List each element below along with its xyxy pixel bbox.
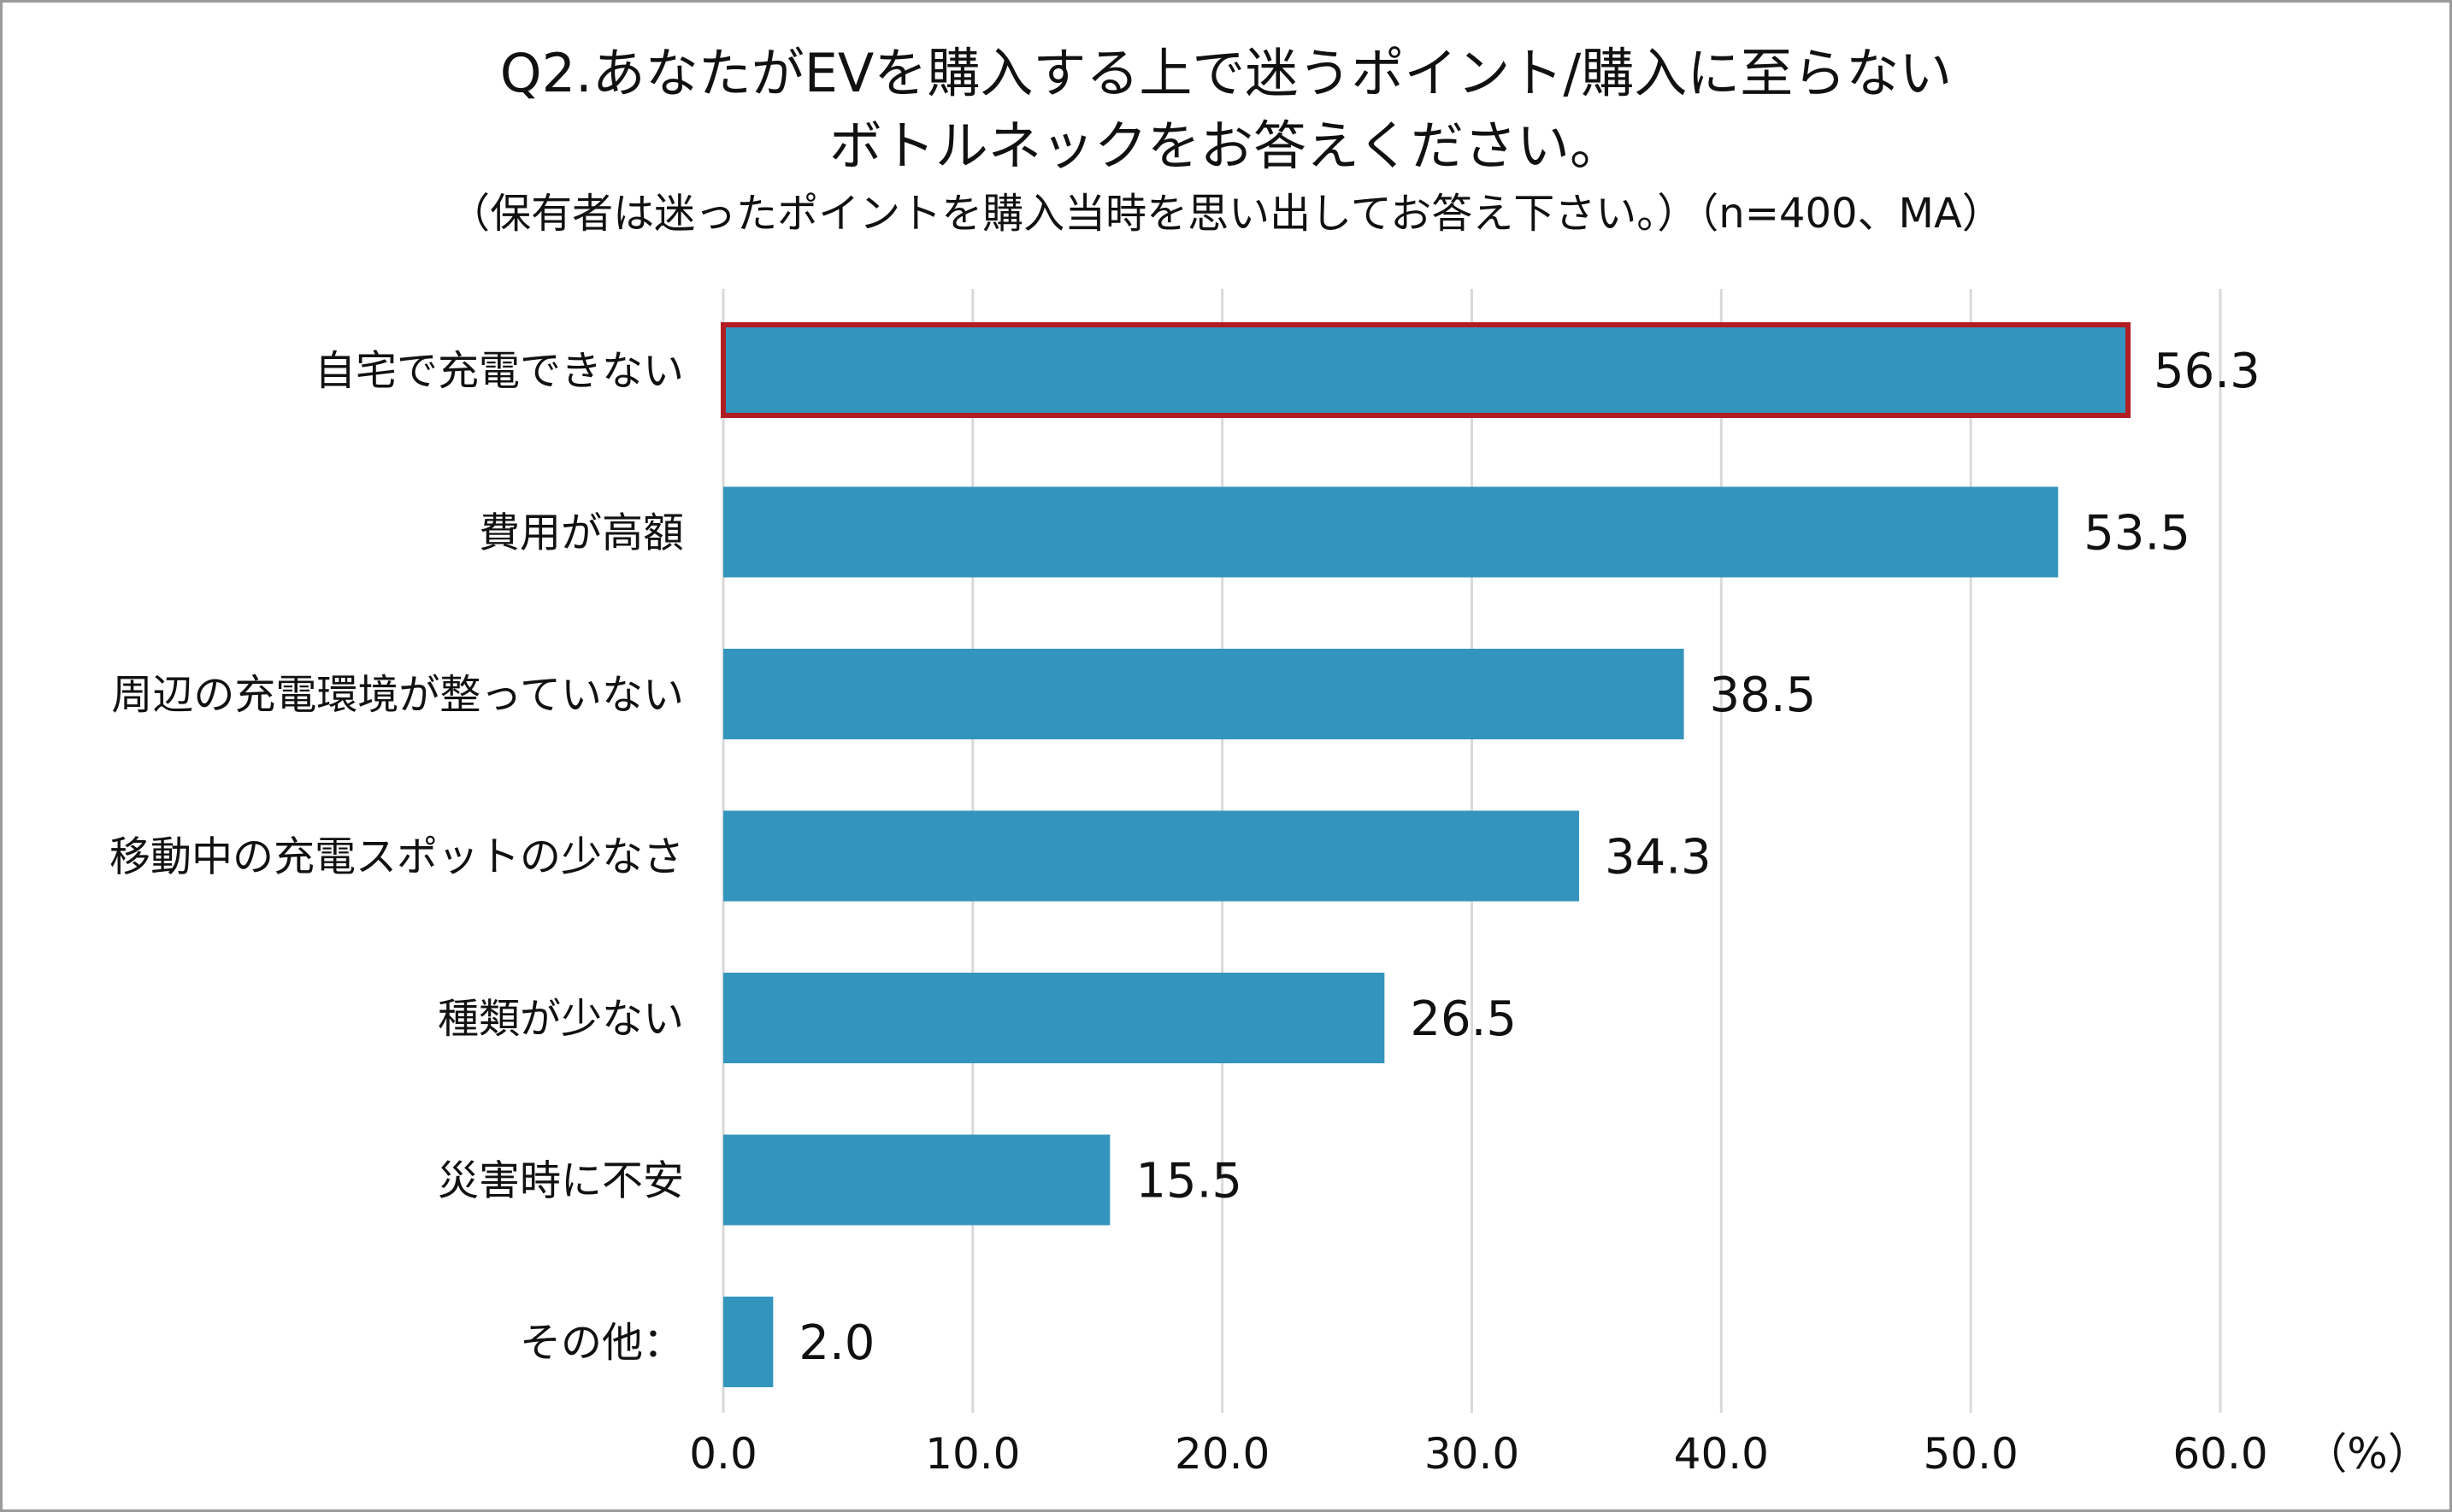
category-label: 種類が少ない: [438, 995, 684, 1043]
bar: [723, 649, 1684, 739]
value-label: 26.5: [1410, 991, 1517, 1047]
x-axis-unit: （%）: [2304, 1429, 2431, 1479]
x-tick-label: 60.0: [2172, 1429, 2267, 1479]
category-label: 周辺の充電環境が整っていない: [111, 671, 684, 719]
bar-highlighted: [721, 322, 2131, 418]
value-label: 2.0: [799, 1315, 875, 1371]
category-label: その他：: [520, 1319, 684, 1367]
chart-title-line-2: ボトルネックをお答えください。: [828, 115, 1624, 177]
value-label: 38.5: [1710, 668, 1817, 723]
x-tick-label: 10.0: [925, 1429, 1020, 1479]
bar: [723, 810, 1579, 902]
value-label: 15.5: [1135, 1154, 1242, 1209]
category-label: 費用が高額: [479, 509, 684, 557]
bar: [723, 973, 1385, 1063]
category-label: 自宅で充電できない: [315, 347, 684, 395]
value-label: 53.5: [2084, 506, 2190, 562]
x-tick-label: 0.0: [689, 1429, 757, 1479]
x-tick-label: 50.0: [1924, 1429, 2019, 1479]
chart-title-line-1: Q2.あなたがEVを購入する上で迷うポイント/購入に至らない: [499, 42, 1953, 104]
category-label: 災害時に不安: [438, 1157, 684, 1205]
value-label: 56.3: [2154, 344, 2260, 399]
x-tick-label: 20.0: [1175, 1429, 1270, 1479]
bar: [723, 1134, 1111, 1226]
value-label: 34.3: [1605, 830, 1712, 885]
bar: [723, 486, 2059, 578]
x-tick-label: 30.0: [1424, 1429, 1519, 1479]
category-label: 移動中の充電スポットの少なさ: [109, 833, 684, 881]
x-tick-label: 40.0: [1674, 1429, 1769, 1479]
bar: [723, 1297, 774, 1387]
chart-subtitle: （保有者は迷ったポイントを購入当時を思い出してお答え下さい。）（n=400、MA…: [449, 190, 2003, 238]
